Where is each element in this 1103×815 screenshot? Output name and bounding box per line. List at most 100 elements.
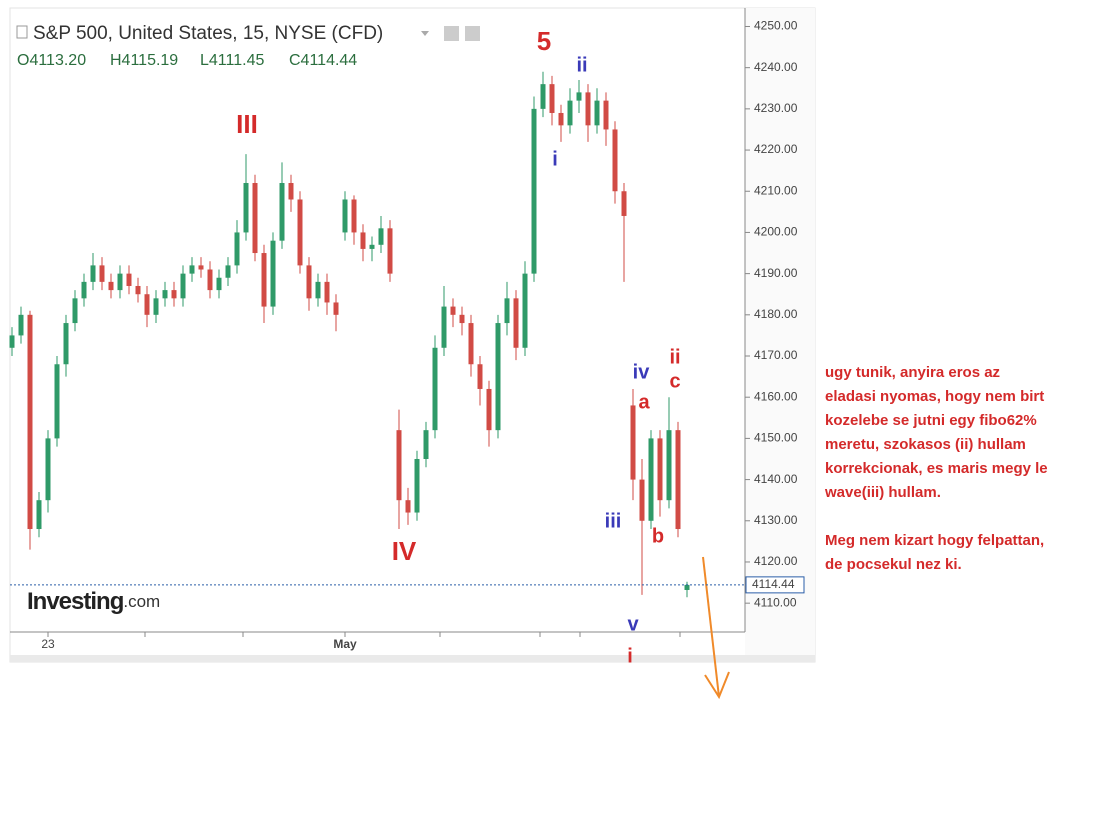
comment-line: Meg nem kizart hogy felpattan, — [825, 532, 1044, 549]
candle-body — [531, 108, 537, 274]
candle-body — [351, 199, 357, 233]
wave-label: ii — [669, 346, 680, 368]
wave-label: i — [552, 148, 558, 170]
candle-body — [216, 277, 222, 291]
candle-body — [360, 232, 366, 249]
y-tick-label: 4110.00 — [754, 595, 797, 609]
candle-body — [234, 232, 240, 266]
candle-body — [414, 458, 420, 513]
candle-body — [594, 100, 600, 126]
candle-body — [72, 298, 78, 324]
candle-body — [450, 306, 456, 315]
candle-body — [153, 298, 159, 315]
y-tick-label: 4170.00 — [754, 348, 798, 362]
candle-body — [549, 84, 555, 113]
candle-body — [441, 306, 447, 348]
candle-body — [378, 228, 384, 245]
comment-line: de pocsekul nez ki. — [825, 556, 962, 573]
arrow-head — [704, 671, 730, 700]
wave-label: i — [627, 645, 633, 667]
candle-body — [387, 228, 393, 274]
candle-body — [270, 240, 276, 307]
forecast-arrow — [702, 556, 730, 700]
candle-body — [81, 281, 87, 299]
logo-suffix: .com — [123, 592, 160, 611]
candle-body — [666, 430, 672, 501]
candle-body — [684, 584, 690, 590]
candle-body — [279, 183, 285, 241]
candle-body — [558, 112, 564, 126]
comment-line: korrekcionak, es maris megy le — [825, 460, 1048, 477]
settings-icon[interactable] — [444, 26, 459, 41]
ohlc-high: H4115.19 — [110, 52, 178, 69]
candle-body — [36, 500, 42, 530]
logo: Investing.com — [27, 588, 160, 615]
wave-label: III — [236, 109, 258, 139]
candle-body — [198, 265, 204, 270]
candle-body — [342, 199, 348, 233]
y-tick-label: 4210.00 — [754, 183, 798, 197]
y-tick-label: 4250.00 — [754, 19, 798, 33]
settings-icon[interactable] — [465, 26, 480, 41]
candle-body — [486, 388, 492, 431]
candle-body — [567, 100, 573, 126]
candle-body — [162, 290, 168, 299]
wave-label: ii — [576, 54, 587, 76]
x-tick-label: 23 — [41, 637, 55, 651]
candle-body — [171, 290, 177, 299]
comment-line: meretu, szokasos (ii) hullam — [825, 436, 1026, 453]
candle-body — [513, 298, 519, 348]
candle-body — [675, 430, 681, 530]
y-tick-label: 4120.00 — [754, 554, 798, 568]
y-tick-label: 4220.00 — [754, 142, 798, 156]
ohlc-low: L4111.45 — [200, 52, 264, 69]
comment-line: eladasi nyomas, hogy nem birt — [825, 388, 1044, 405]
candle-body — [504, 298, 510, 324]
candle-body — [495, 323, 501, 431]
ohlc-open: O4113.20 — [17, 52, 86, 69]
ohlc-close: C4114.44 — [289, 52, 357, 69]
dropdown-icon[interactable] — [421, 31, 429, 36]
wave-label: iii — [605, 510, 622, 532]
candle-body — [612, 129, 618, 192]
candle-body — [576, 92, 582, 101]
wave-label: v — [627, 613, 639, 635]
last-price-label: 4114.44 — [752, 577, 795, 591]
candle-body — [261, 253, 267, 307]
candle-body — [90, 265, 96, 282]
chart-title: S&P 500, United States, 15, NYSE (CFD) — [33, 23, 383, 44]
y-tick-label: 4180.00 — [754, 307, 798, 321]
candle-body — [144, 294, 150, 315]
candle-body — [54, 364, 60, 439]
x-tick-label: May — [333, 637, 357, 651]
candle-body — [621, 191, 627, 216]
candle-body — [459, 314, 465, 324]
candle-body — [297, 199, 303, 266]
candle-body — [432, 347, 438, 431]
candle-body — [396, 430, 402, 501]
candle-body — [315, 281, 321, 299]
candle-body — [369, 244, 375, 249]
candle-body — [117, 273, 123, 291]
candle-body — [639, 479, 645, 521]
wave-label: 5 — [537, 26, 551, 56]
candle-body — [225, 265, 231, 278]
wave-label: a — [638, 391, 650, 413]
candle-body — [63, 323, 69, 365]
candles — [9, 71, 690, 598]
symbol-icon — [16, 25, 28, 39]
candle-body — [603, 100, 609, 130]
candle-body — [405, 500, 411, 513]
scrollbar — [10, 655, 815, 662]
arrow-shaft — [702, 556, 720, 698]
candle-body — [468, 323, 474, 365]
axis-panel — [745, 8, 815, 662]
y-tick-label: 4160.00 — [754, 389, 798, 403]
candle-body — [99, 265, 105, 282]
candle-body — [243, 183, 249, 233]
y-tick-label: 4200.00 — [754, 225, 798, 239]
candle-body — [306, 265, 312, 299]
y-tick-label: 4190.00 — [754, 266, 798, 280]
